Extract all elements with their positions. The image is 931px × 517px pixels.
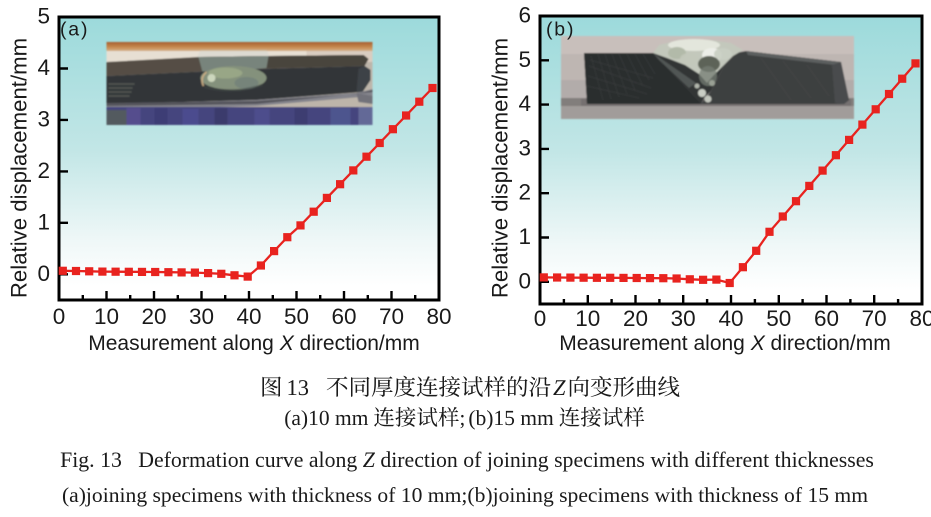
svg-text:(a)joining specimens with thic: (a)joining specimens with thickness of 1… (62, 483, 868, 507)
svg-text:1: 1 (37, 209, 50, 234)
svg-text:80: 80 (909, 306, 931, 331)
svg-text:50: 50 (766, 306, 791, 331)
svg-text:70: 70 (379, 304, 404, 329)
svg-text:0: 0 (53, 304, 66, 329)
svg-text:4: 4 (518, 91, 531, 116)
svg-text:60: 60 (331, 304, 356, 329)
svg-text:60: 60 (814, 306, 839, 331)
svg-text:4: 4 (37, 55, 50, 80)
svg-text:Measurement along X direction/: Measurement along X direction/mm (88, 332, 420, 355)
svg-text:1: 1 (518, 224, 531, 249)
svg-text:Fig. 13 Deformation curve al: Fig. 13 Deformation curve along Z direct… (60, 448, 874, 472)
svg-text:Relative displacement/mm: Relative displacement/mm (7, 38, 32, 298)
svg-text:3: 3 (518, 135, 531, 160)
svg-text:0: 0 (37, 261, 50, 286)
svg-text:2: 2 (37, 158, 50, 183)
svg-text:0: 0 (534, 306, 547, 331)
svg-text:5: 5 (518, 47, 531, 72)
svg-text:2: 2 (518, 180, 531, 205)
svg-text:50: 50 (284, 304, 309, 329)
svg-text:10: 10 (575, 306, 600, 331)
svg-text:6: 6 (518, 3, 531, 28)
svg-text:30: 30 (189, 304, 214, 329)
svg-text:40: 40 (236, 304, 261, 329)
svg-text:20: 20 (141, 304, 166, 329)
svg-text:10: 10 (94, 304, 119, 329)
svg-text:Measurement along X direction/: Measurement along X direction/mm (559, 332, 891, 355)
svg-text:3: 3 (37, 106, 50, 131)
svg-text:(b): (b) (546, 19, 575, 41)
svg-text:30: 30 (671, 306, 696, 331)
svg-text:Relative displacement/mm: Relative displacement/mm (488, 38, 513, 298)
svg-text:80: 80 (426, 304, 451, 329)
svg-text:70: 70 (862, 306, 887, 331)
svg-text:20: 20 (623, 306, 648, 331)
svg-text:5: 5 (37, 4, 50, 29)
svg-text:40: 40 (718, 306, 743, 331)
svg-text:0: 0 (518, 268, 531, 293)
svg-text:(a): (a) (60, 19, 89, 41)
